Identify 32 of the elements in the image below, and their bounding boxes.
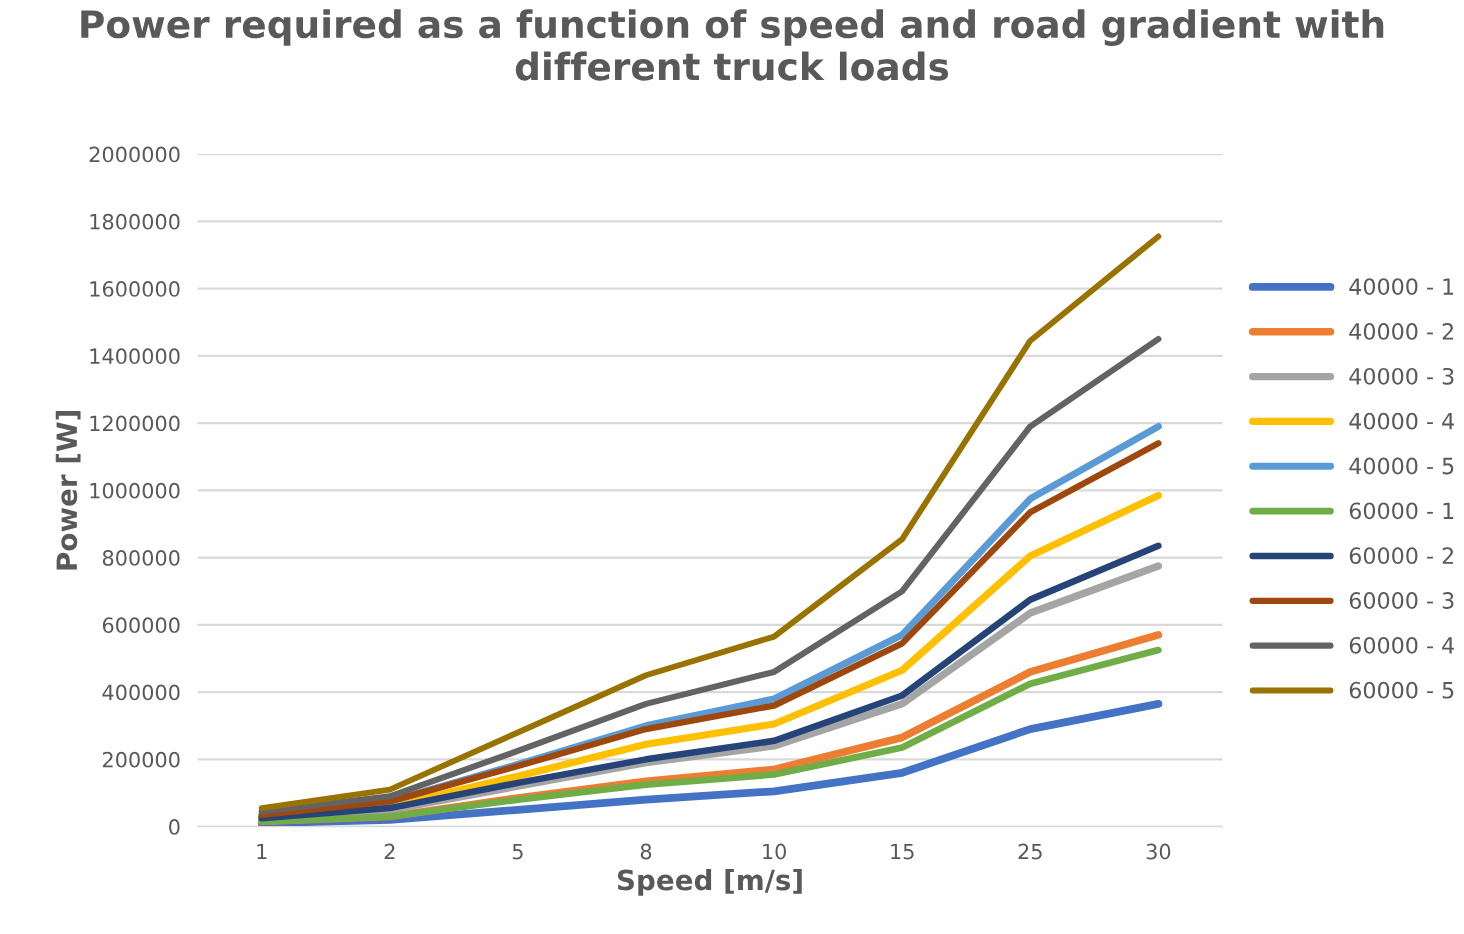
x-tick-label: 25 [1018,843,1042,860]
chart-title: Power required as a function of speed and road gradient with different truck loads [81,9,1384,81]
y-tick-label: 1600000 [90,281,180,297]
y-tick-label: 0 [169,819,180,835]
legend-label: 40000 - 5 [1349,457,1454,475]
legend-label: 40000 - 1 [1349,278,1454,296]
x-tick-label: 15 [891,843,914,860]
legend-label: 60000 - 2 [1349,547,1453,565]
x-axis-title: Speed [m/s] [617,868,802,896]
legend-label: 60000 - 1 [1349,502,1454,520]
x-tick-label: 10 [763,843,786,860]
legend-label: 40000 - 4 [1349,412,1454,430]
y-tick-label: 1400000 [90,348,180,365]
y-tick-label: 200000 [102,751,180,768]
legend-label: 40000 - 2 [1349,323,1453,340]
x-tick-label: 30 [1146,843,1171,860]
x-tick-label: 1 [257,843,267,860]
y-tick-label: 400000 [102,684,180,701]
y-axis-title: Power [W] [55,411,81,570]
x-tick-label: 2 [384,843,395,860]
legend-label: 60000 - 4 [1349,636,1454,654]
y-tick-label: 2000000 [89,146,180,163]
legend-label: 60000 - 5 [1349,681,1454,699]
y-tick-label: 600000 [102,617,180,634]
y-tick-label: 800000 [102,550,180,566]
legend-label: 40000 - 3 [1349,367,1454,385]
y-tick-label: 1000000 [90,482,180,499]
x-tick-label: 8 [640,843,652,860]
y-tick-label: 1200000 [90,415,180,432]
y-tick-label: 1800000 [90,213,180,230]
legend-label: 60000 - 3 [1349,592,1454,609]
x-tick-label: 5 [512,843,523,860]
